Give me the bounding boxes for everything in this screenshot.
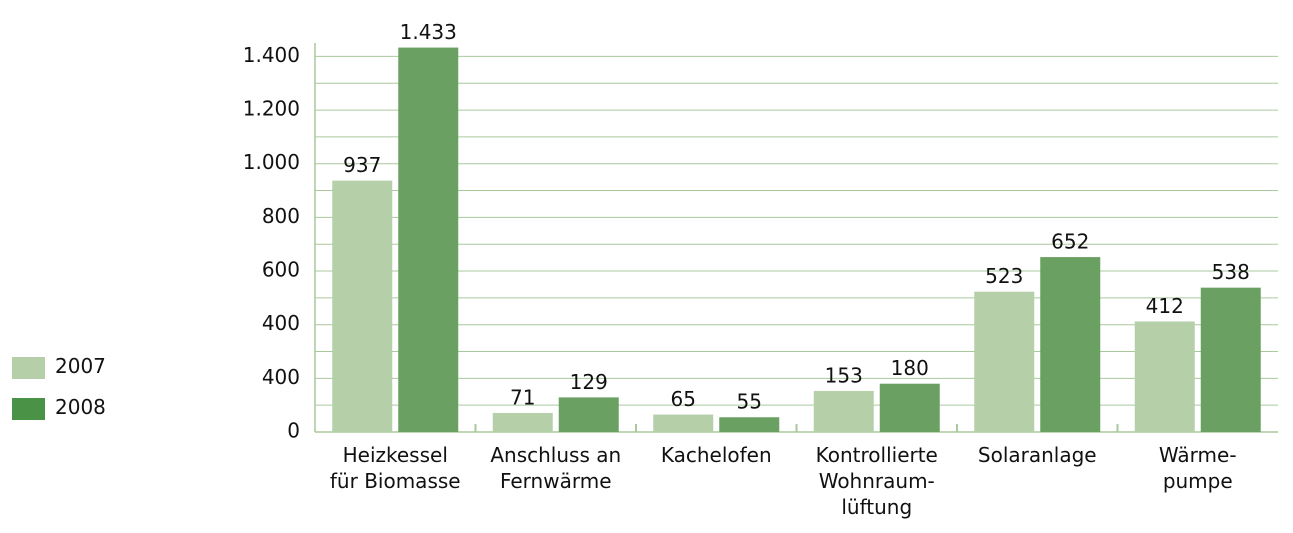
y-tick-label: 400	[262, 365, 300, 389]
value-label: 538	[1212, 260, 1250, 284]
y-tick-label: 1.400	[243, 43, 300, 67]
bar	[332, 180, 393, 432]
value-label: 1.433	[400, 20, 457, 44]
y-tick-label: 1.000	[243, 150, 300, 174]
value-label: 71	[510, 385, 535, 409]
x-tick-label: Heizkessel für Biomasse	[329, 443, 461, 493]
x-tick-label: Anschluss an Fernwärme	[490, 443, 622, 493]
value-label: 412	[1146, 294, 1184, 318]
value-label: 129	[570, 370, 608, 394]
value-label: 652	[1051, 230, 1089, 254]
legend-label: 2007	[55, 354, 106, 378]
y-tick-label: 600	[262, 258, 300, 282]
legend-swatch	[12, 398, 45, 420]
value-label: 55	[737, 390, 762, 414]
bar	[1200, 287, 1261, 432]
x-tick-label: Kontrollierte Wohnraum- lüftung	[815, 443, 938, 519]
bar	[558, 397, 619, 432]
bar	[492, 412, 553, 432]
legend-swatch	[12, 357, 45, 379]
bar	[879, 383, 940, 432]
value-label: 523	[985, 264, 1023, 288]
bar	[653, 414, 714, 432]
bar	[398, 47, 459, 432]
x-tick-label: Solaranlage	[977, 443, 1097, 467]
x-tick-label: Kachelofen	[660, 443, 772, 467]
x-tick-label: Wärme- pumpe	[1158, 443, 1237, 493]
bar	[813, 390, 874, 432]
value-label: 180	[891, 356, 929, 380]
bar	[719, 417, 780, 432]
bar	[974, 291, 1035, 432]
y-tick-label: 1.200	[243, 97, 300, 121]
y-tick-label: 400	[262, 311, 300, 335]
value-label: 153	[825, 363, 863, 387]
value-label: 65	[671, 387, 696, 411]
legend-label: 2008	[55, 395, 106, 419]
y-tick-label: 800	[262, 204, 300, 228]
value-label: 937	[343, 153, 381, 177]
bar	[1134, 321, 1195, 432]
y-tick-label: 0	[287, 419, 300, 443]
bar	[1040, 257, 1101, 432]
